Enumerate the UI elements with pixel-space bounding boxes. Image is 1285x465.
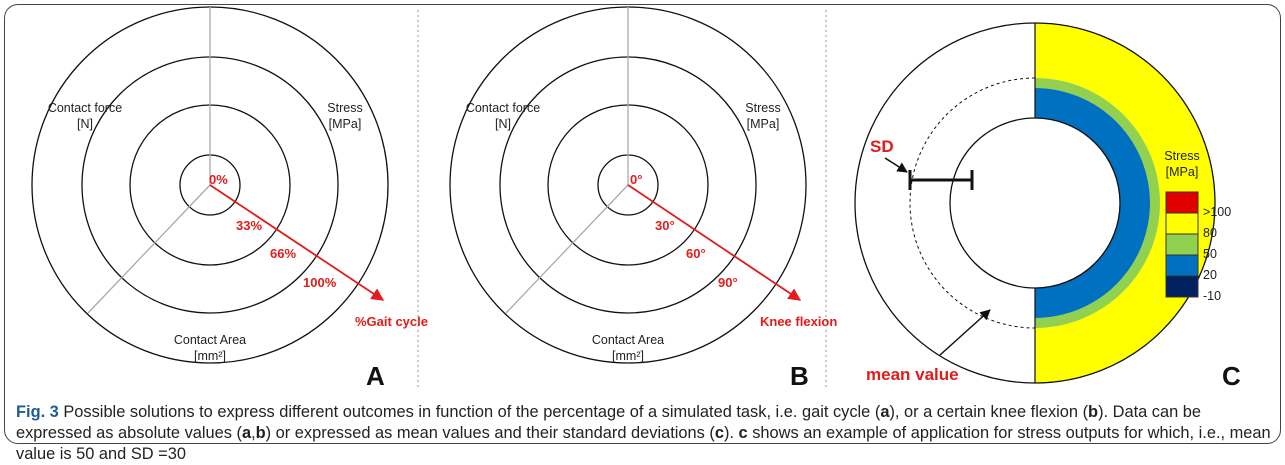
caption-text: ). Data can be expressed as absolute val… [16,403,1202,442]
tick: 100% [303,275,337,290]
legend-swatch [1165,191,1199,214]
mean-label: mean value [866,365,959,384]
label: [MPa] [329,117,362,131]
label: Stress [327,101,362,115]
figure-frame [4,4,1281,444]
label: Contact Area [592,333,664,347]
page: Contact force [N] Stress [MPa] Contact A… [4,4,1281,463]
label: [N] [495,117,511,131]
panel-letter: A [366,361,385,391]
caption: Fig. 3 Possible solutions to express dif… [16,402,1271,465]
legend-swatch [1165,254,1199,277]
caption-text: , [251,424,256,442]
caption-ref: b [255,424,266,442]
label: Contact Area [174,333,246,347]
legend-swatch [1165,212,1199,235]
legend-label: 20 [1203,268,1217,282]
panel-b [449,6,807,364]
caption-text: Possible solutions to express different … [58,403,881,421]
panel-a-labels: Contact force [N] Stress [MPa] Contact A… [48,101,428,391]
label: [N] [77,117,93,131]
label: [mm²] [612,349,644,363]
caption-ref: a [241,424,252,442]
axis-label: %Gait cycle [355,314,428,329]
legend-swatch [1165,275,1199,298]
tick: 60° [686,246,706,261]
tick: 0% [209,172,228,187]
figure: Contact force [N] Stress [MPa] Contact A… [31,6,1241,391]
caption-ref: c [738,424,748,442]
legend-title: Stress [1164,149,1199,163]
label: Contact force [48,101,122,115]
legend-label: 80 [1203,226,1217,240]
caption-text: ), or a certain knee flexion ( [889,403,1089,421]
tick: 90° [718,275,738,290]
caption-text: ). [723,424,739,442]
panel-letter: B [790,361,809,391]
label: Contact force [466,101,540,115]
sd-label: SD [870,137,894,156]
legend-label: 50 [1203,247,1217,261]
legend-label: >100 [1203,205,1231,219]
caption-ref: a [880,403,890,421]
tick: 30° [655,218,675,233]
legend-title: [MPa] [1166,165,1199,179]
label: [mm²] [194,349,226,363]
legend-label: -10 [1203,289,1221,303]
panel-a [31,6,389,364]
panel-b-labels: Contact force [N] Stress [MPa] Contact A… [466,101,838,391]
label: Stress [745,101,780,115]
tick: 66% [270,246,296,261]
tick: 33% [236,218,262,233]
label: [MPa] [747,117,780,131]
caption-label: Fig. 3 [16,403,59,421]
panel-letter: C [1222,361,1241,391]
caption-ref: b [1088,403,1099,421]
caption-ref: c [714,424,724,442]
caption-text: ) or expressed as mean values and their … [265,424,715,442]
tick: 0° [630,172,642,187]
axis-label: Knee flexion [760,314,837,329]
legend-swatch [1165,233,1199,256]
panel-c: SD mean value Stress [MPa] >100 80 50 20… [854,22,1241,391]
